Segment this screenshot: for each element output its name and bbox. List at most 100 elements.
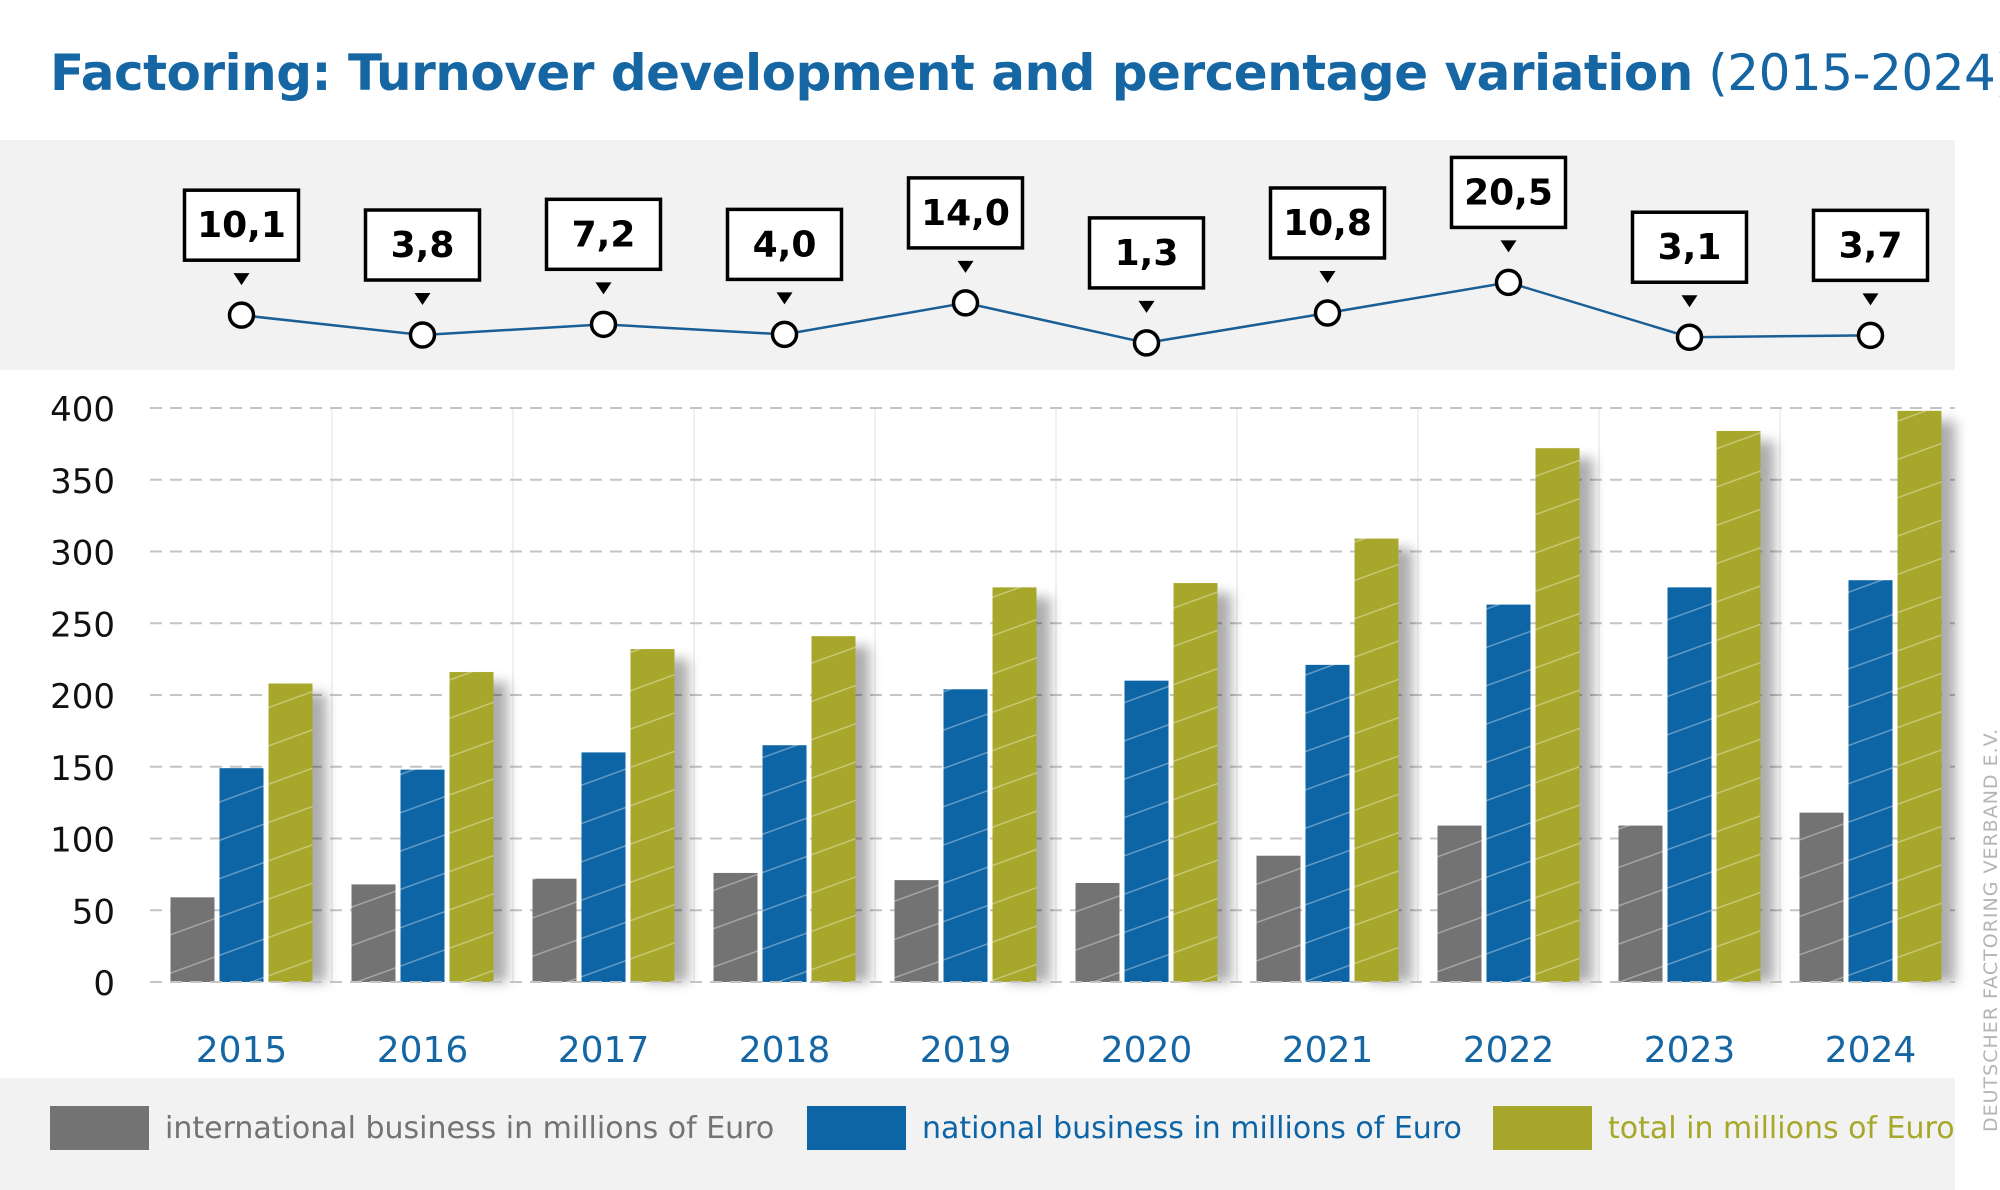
variation-point <box>408 321 437 349</box>
variation-line <box>241 281 1871 345</box>
variation-label: 20,5 <box>1464 172 1553 213</box>
legend-swatch-total <box>1493 1106 1592 1150</box>
bar-stripes <box>1667 587 1712 982</box>
bar-stripes <box>713 872 758 982</box>
bar-stripes <box>1535 448 1580 982</box>
variation-point <box>1132 329 1161 357</box>
variation-point <box>1494 268 1523 297</box>
chart-title-range: (2015-2024) <box>1708 44 2000 102</box>
variation-label: 10,1 <box>197 205 286 246</box>
bar-stripes <box>1716 430 1761 983</box>
callout-pointer <box>957 260 974 273</box>
bar-stripes <box>1897 410 1942 982</box>
bar-stripes <box>1618 825 1663 982</box>
value-callout-box <box>1449 155 1568 230</box>
variation-label: 10,8 <box>1283 203 1372 244</box>
variation-label: 3,7 <box>1839 225 1903 266</box>
legend-label-international: international business in millions of Eu… <box>165 1111 774 1146</box>
callout-pointer <box>1500 240 1517 253</box>
x-tick-label: 2016 <box>377 1030 469 1071</box>
bar-stripes <box>268 683 313 982</box>
legend-swatch-international <box>50 1106 149 1150</box>
x-tick-label: 2021 <box>1282 1030 1374 1071</box>
callout-pointer <box>233 273 250 286</box>
bar-stripes <box>581 752 626 982</box>
y-tick-label: 100 <box>50 821 115 861</box>
callout-pointer <box>414 293 431 306</box>
value-callout-box <box>1087 216 1206 290</box>
chart-title-main: Factoring: Turnover development and perc… <box>50 44 1693 102</box>
callout-pointer <box>595 282 612 295</box>
bar-stripes <box>1173 583 1218 982</box>
variation-label: 4,0 <box>753 224 817 265</box>
bar-stripes <box>943 689 988 982</box>
bar-stripes <box>1486 604 1531 982</box>
bar-stripes <box>532 878 577 982</box>
y-tick-label: 300 <box>50 534 115 574</box>
bar-stripes <box>811 636 856 982</box>
value-callout-box <box>1630 210 1749 284</box>
value-callout-box <box>363 208 482 282</box>
bar-stripes <box>1437 825 1482 982</box>
bar-stripes <box>630 649 675 982</box>
value-callout-box <box>544 197 663 272</box>
variation-point <box>770 320 799 349</box>
bar-stripes <box>1124 680 1169 982</box>
y-tick-label: 350 <box>50 462 115 502</box>
bar-stripes <box>1256 855 1301 982</box>
x-tick-label: 2019 <box>920 1030 1012 1071</box>
bar-stripes <box>219 768 264 982</box>
x-tick-label: 2018 <box>739 1030 831 1071</box>
value-callout-box <box>1268 186 1387 260</box>
variation-label: 14,0 <box>921 193 1010 234</box>
y-tick-label: 400 <box>50 390 115 430</box>
legend-label-national: national business in millions of Euro <box>922 1111 1462 1146</box>
y-tick-label: 0 <box>93 964 115 1004</box>
legend-background <box>0 1078 1955 1190</box>
value-callout-box <box>1811 208 1930 283</box>
bar-stripes <box>449 672 494 982</box>
bar-stripes <box>1075 882 1120 982</box>
bar-stripes <box>1848 580 1893 982</box>
y-tick-label: 150 <box>50 749 115 789</box>
callout-pointer <box>776 292 793 305</box>
bar-stripes <box>1799 812 1844 982</box>
bar-stripes <box>762 745 807 982</box>
callout-pointer <box>1138 300 1155 313</box>
y-tick-label: 250 <box>50 605 115 645</box>
variation-point <box>1856 321 1885 350</box>
variation-label: 3,1 <box>1658 227 1722 268</box>
x-tick-label: 2017 <box>558 1030 650 1071</box>
bar-stripes <box>400 769 445 982</box>
variation-label: 3,8 <box>391 225 455 266</box>
variation-point <box>951 289 980 317</box>
legend-label-total: total in millions of Euro <box>1608 1111 1955 1146</box>
y-tick-label: 200 <box>50 677 115 717</box>
callout-pointer <box>1319 270 1336 283</box>
variation-label: 7,2 <box>572 214 636 255</box>
x-tick-label: 2020 <box>1101 1030 1193 1071</box>
value-callout-box <box>182 188 301 262</box>
callout-pointer <box>1681 295 1698 308</box>
bar-stripes <box>992 587 1037 982</box>
x-tick-label: 2022 <box>1463 1030 1555 1071</box>
callout-pointer <box>1862 293 1879 306</box>
bar-stripes <box>894 880 939 982</box>
x-tick-label: 2015 <box>196 1030 288 1071</box>
y-tick-label: 50 <box>72 892 115 932</box>
variation-point <box>1313 299 1342 327</box>
bar-stripes <box>1305 664 1350 982</box>
x-tick-label: 2023 <box>1644 1030 1736 1071</box>
source-credit: DEUTSCHER FACTORING VERBAND E.V. <box>1980 727 2000 1132</box>
variation-label: 1,3 <box>1115 233 1179 274</box>
variation-point <box>227 301 256 329</box>
bar-stripes <box>1354 538 1399 982</box>
chart-title: Factoring: Turnover development and perc… <box>50 44 2000 102</box>
variation-point <box>1675 323 1704 351</box>
bar-stripes <box>170 897 215 982</box>
bar-stripes <box>351 884 396 982</box>
x-tick-label: 2024 <box>1825 1030 1917 1071</box>
value-callout-box <box>725 207 844 282</box>
legend-swatch-national <box>807 1106 906 1150</box>
